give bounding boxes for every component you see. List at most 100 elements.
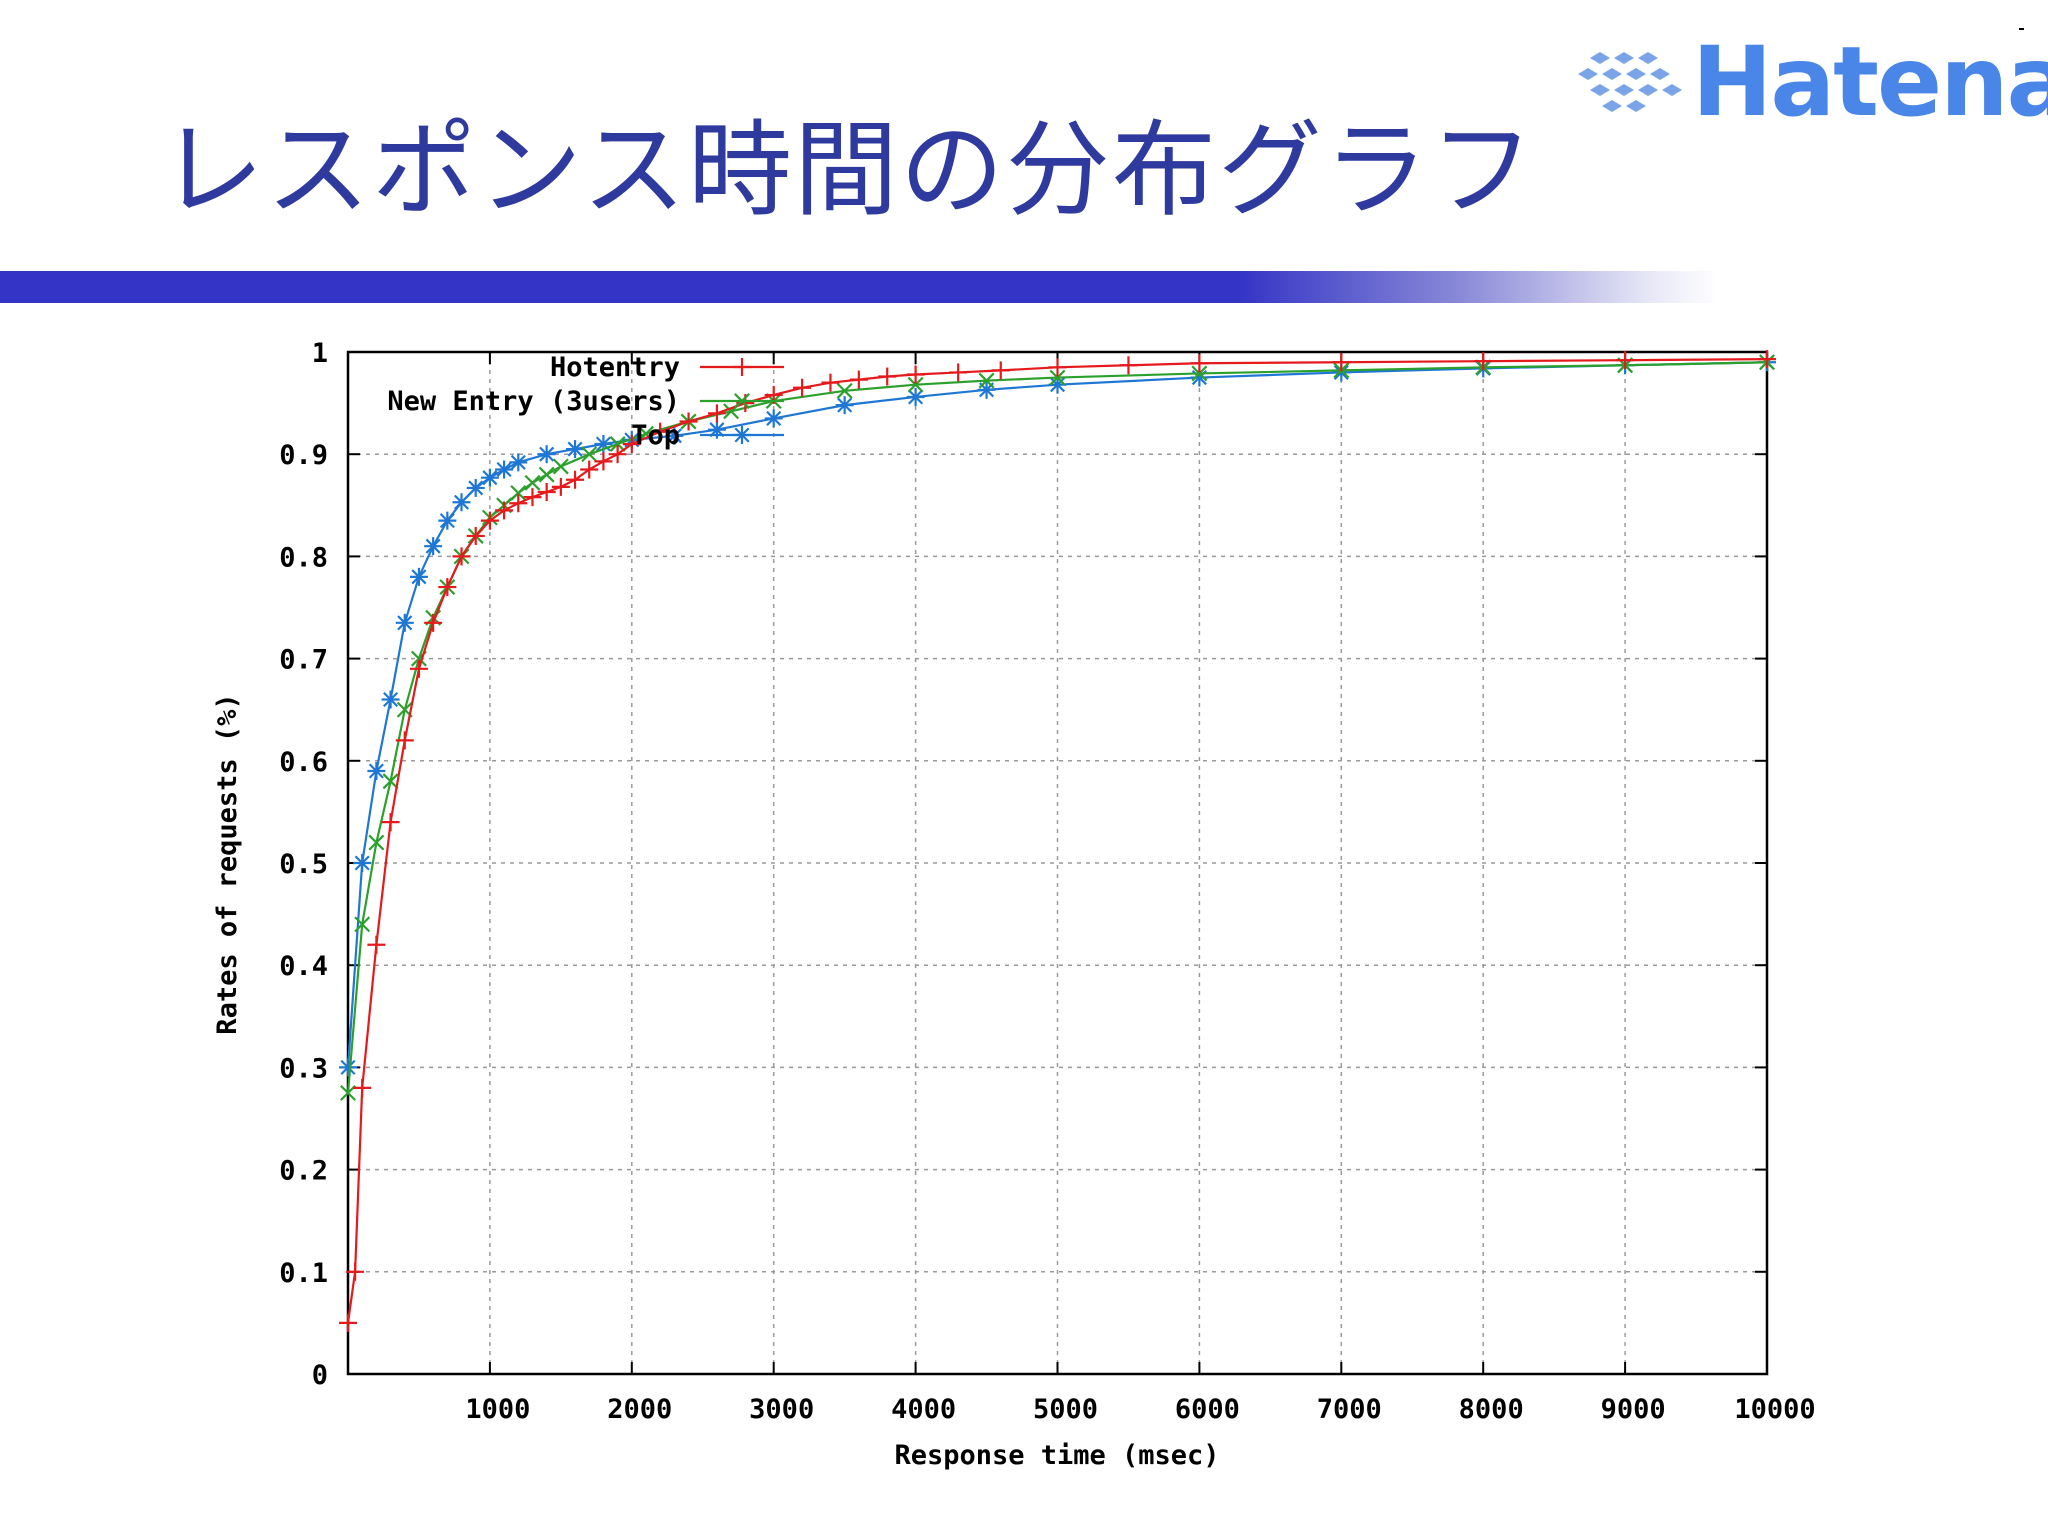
data-point-top <box>977 380 996 399</box>
axis-ticks: 1000 2000 3000 4000 5000 6000 7000 8000 9000 1000… <box>279 338 1815 1425</box>
legend-marker <box>733 426 751 444</box>
data-point-hotentry <box>608 445 627 464</box>
data-point-hotentry <box>1048 358 1067 377</box>
series-new-entry <box>340 354 1775 1101</box>
data-point-hotentry <box>466 526 485 545</box>
y-tick-label: 0.3 <box>279 1053 328 1084</box>
x-tick-label: 1000 <box>465 1394 530 1425</box>
data-point-new-entry <box>524 474 541 491</box>
data-point-hotentry <box>878 367 897 386</box>
data-point-hotentry <box>594 452 613 471</box>
y-tick-label: 0.6 <box>279 747 328 778</box>
data-point-new-entry <box>638 425 654 442</box>
data-point-new-entry <box>340 1084 356 1101</box>
data-point-new-entry <box>1191 365 1208 382</box>
hatena-logo: Hatena <box>1570 34 2048 130</box>
data-point-hotentry <box>537 483 556 502</box>
legend-label: New Entry (3users) <box>387 386 680 417</box>
data-point-hotentry <box>1758 350 1776 369</box>
data-point-hotentry <box>991 361 1010 380</box>
data-point-hotentry <box>452 547 471 566</box>
data-point-hotentry <box>346 1262 365 1281</box>
data-point-new-entry <box>368 834 385 851</box>
y-tick-label: 0.1 <box>279 1258 328 1289</box>
data-point-hotentry <box>495 501 514 520</box>
data-point-hotentry <box>480 511 499 530</box>
y-tick-label: 0 <box>312 1360 328 1391</box>
data-point-top <box>566 440 585 459</box>
data-point-hotentry <box>339 1313 357 1332</box>
data-point-new-entry <box>1049 369 1066 386</box>
y-tick-label: 0.2 <box>279 1156 328 1187</box>
data-point-hotentry <box>1119 356 1138 375</box>
data-point-top <box>480 468 499 487</box>
x-tick-label: 4000 <box>891 1394 956 1425</box>
data-point-new-entry <box>609 436 626 452</box>
legend-marker <box>733 358 751 376</box>
data-point-top <box>409 567 428 586</box>
data-point-new-entry <box>907 376 924 393</box>
grid-lines <box>348 352 1768 1374</box>
legend-marker <box>734 393 750 409</box>
data-point-hotentry <box>679 412 698 431</box>
corner-mark <box>2019 28 2024 30</box>
data-point-hotentry <box>551 477 570 496</box>
data-point-hotentry <box>821 373 840 392</box>
data-point-new-entry <box>538 466 555 483</box>
series-group <box>339 350 1776 1332</box>
data-point-top <box>665 426 684 445</box>
data-point-top <box>353 854 372 872</box>
data-point-top <box>835 396 854 415</box>
y-tick-label: 0.8 <box>279 542 328 573</box>
data-point-hotentry <box>438 578 457 597</box>
data-point-top <box>466 478 485 497</box>
data-point-hotentry <box>949 363 968 382</box>
y-axis-label: Rates of requests (%) <box>212 693 243 1034</box>
y-tick-label: 0.9 <box>279 440 328 471</box>
legend-item-hotentry: Hotentry <box>550 352 784 383</box>
data-point-hotentry <box>906 365 925 384</box>
slide-title: レスポンス時間の分布グラフ <box>160 109 1536 231</box>
data-point-top <box>438 511 457 530</box>
data-point-top <box>495 460 514 479</box>
data-point-hotentry <box>1616 351 1635 370</box>
data-point-hotentry <box>566 470 585 489</box>
data-point-new-entry <box>552 458 569 475</box>
data-point-top <box>509 453 528 472</box>
x-tick-label: 3000 <box>749 1394 814 1425</box>
x-tick-label: 5000 <box>1033 1394 1098 1425</box>
title-divider-bar <box>0 271 1720 303</box>
data-point-top <box>537 445 556 464</box>
legend-label: Top <box>631 420 680 451</box>
data-point-hotentry <box>793 378 812 397</box>
legend-label: Hotentry <box>550 352 680 383</box>
x-tick-label: 9000 <box>1601 1394 1666 1425</box>
legend-item-top: Top <box>631 420 784 451</box>
data-point-top <box>381 690 400 709</box>
x-tick-label: 7000 <box>1317 1394 1382 1425</box>
y-tick-label: 0.5 <box>279 849 328 880</box>
data-point-top <box>424 537 443 556</box>
data-point-new-entry <box>510 485 527 502</box>
data-point-top <box>906 387 925 406</box>
data-point-hotentry <box>849 370 868 389</box>
data-point-new-entry <box>836 382 853 399</box>
x-tick-label: 2000 <box>607 1394 672 1425</box>
data-point-top <box>452 493 471 512</box>
data-point-hotentry <box>509 494 528 513</box>
data-point-hotentry <box>523 488 542 507</box>
data-point-hotentry <box>367 935 386 954</box>
data-point-top <box>395 613 414 632</box>
series-hotentry <box>339 350 1776 1332</box>
y-tick-label: 0.4 <box>279 951 328 982</box>
data-point-new-entry <box>382 773 399 790</box>
x-tick-label: 6000 <box>1175 1394 1240 1425</box>
data-point-hotentry <box>424 613 443 632</box>
data-point-hotentry <box>1190 354 1209 373</box>
data-point-top <box>367 762 386 781</box>
x-axis-label: Response time (msec) <box>894 1440 1219 1471</box>
data-point-new-entry <box>978 372 995 389</box>
hatena-diamond-icon <box>1578 52 1682 112</box>
